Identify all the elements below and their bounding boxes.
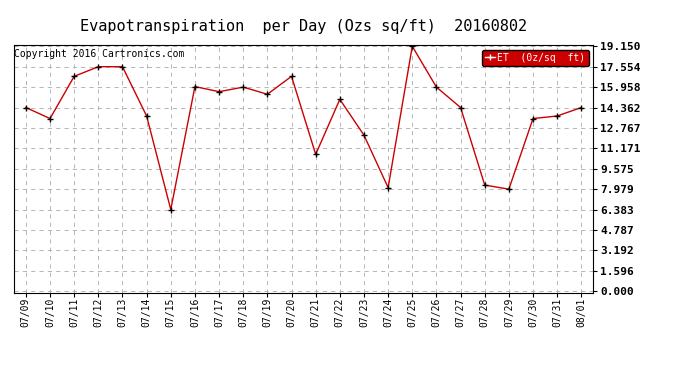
- Text: Evapotranspiration  per Day (Ozs sq/ft)  20160802: Evapotranspiration per Day (Ozs sq/ft) 2…: [80, 19, 527, 34]
- Legend: ET  (0z/sq  ft): ET (0z/sq ft): [482, 50, 589, 66]
- Text: Copyright 2016 Cartronics.com: Copyright 2016 Cartronics.com: [14, 49, 184, 59]
